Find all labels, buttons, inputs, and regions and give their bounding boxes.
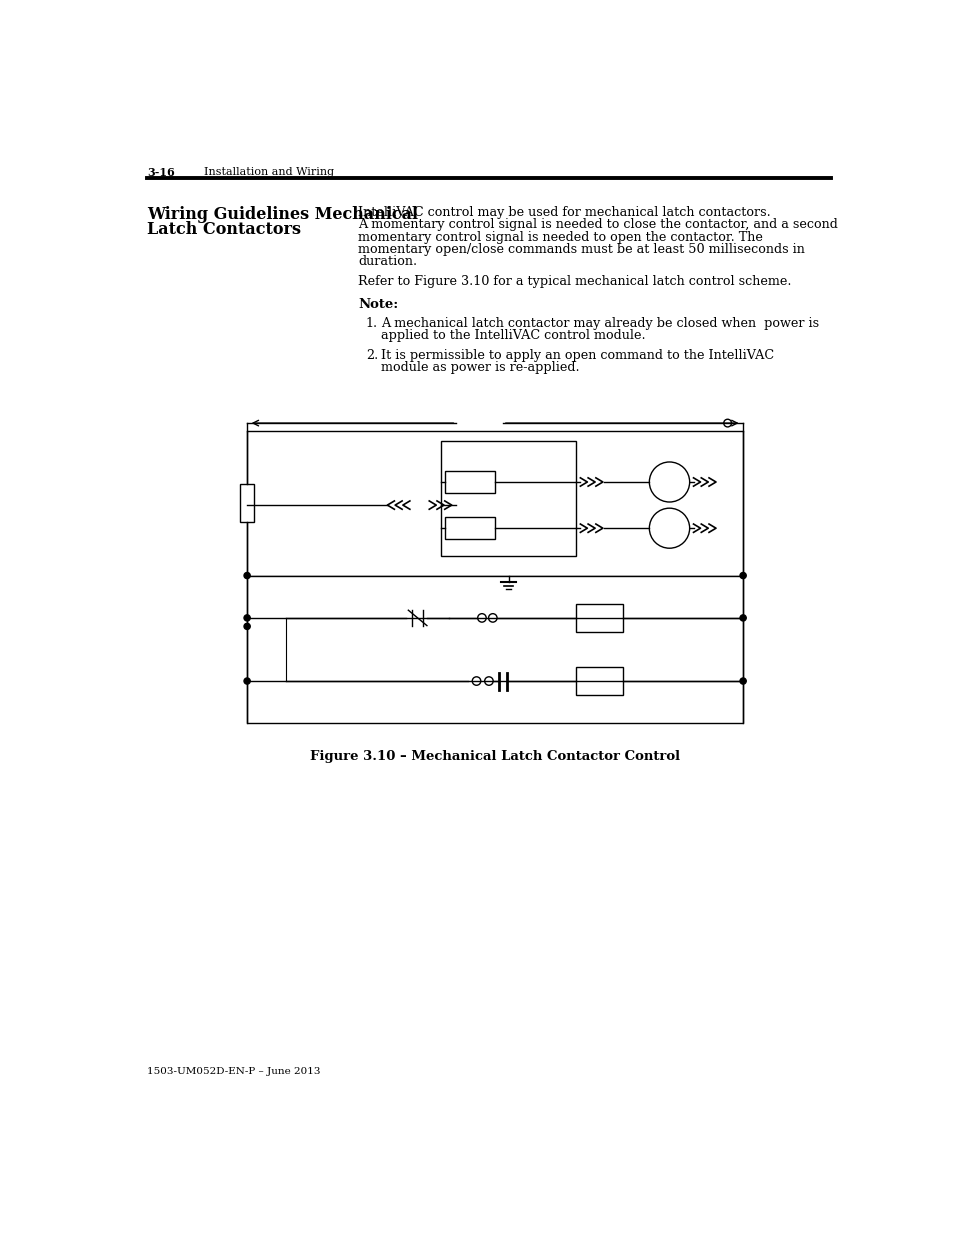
Circle shape [477,614,486,622]
Text: 2.: 2. [365,350,377,362]
Bar [444,517,495,538]
Circle shape [472,677,480,685]
Text: 1503-UM052D-EN-P – June 2013: 1503-UM052D-EN-P – June 2013 [147,1067,320,1076]
Text: module as power is re-applied.: module as power is re-applied. [381,362,579,374]
Bar [444,472,495,493]
Text: Installation and Wiring: Installation and Wiring [204,168,335,178]
Circle shape [244,573,250,579]
Text: duration.: duration. [357,256,416,268]
Bar [240,484,253,522]
Circle shape [244,678,250,684]
Text: momentary control signal is needed to open the contactor. The: momentary control signal is needed to op… [357,231,762,243]
Text: Refer to Figure 3.10 for a typical mechanical latch control scheme.: Refer to Figure 3.10 for a typical mecha… [357,275,791,288]
Text: A mechanical latch contactor may already be closed when  power is: A mechanical latch contactor may already… [381,317,819,330]
Bar [576,604,622,632]
Text: Latch Contactors: Latch Contactors [147,221,301,238]
Bar [440,441,576,556]
Text: momentary open/close commands must be at least 50 milliseconds in: momentary open/close commands must be at… [357,243,804,256]
Circle shape [649,462,689,501]
Text: Figure 3.10 – Mechanical Latch Contactor Control: Figure 3.10 – Mechanical Latch Contactor… [310,751,679,763]
Circle shape [740,615,745,621]
Circle shape [244,615,250,621]
Text: A momentary control signal is needed to close the contactor, and a second: A momentary control signal is needed to … [357,219,837,231]
Circle shape [740,678,745,684]
Bar [247,431,742,576]
Text: 3-16: 3-16 [147,168,174,178]
Circle shape [740,573,745,579]
Circle shape [244,624,250,630]
Text: 1.: 1. [365,317,377,330]
Text: IntelliVAC control may be used for mechanical latch contactors.: IntelliVAC control may be used for mecha… [357,206,770,219]
Circle shape [484,677,493,685]
Circle shape [723,419,731,427]
Text: Wiring Guidelines Mechanical: Wiring Guidelines Mechanical [147,206,417,224]
Bar [247,576,742,724]
Text: Note:: Note: [357,299,397,311]
Bar [576,667,622,695]
Circle shape [488,614,497,622]
Text: It is permissible to apply an open command to the IntelliVAC: It is permissible to apply an open comma… [381,350,774,362]
Circle shape [649,508,689,548]
Text: applied to the IntelliVAC control module.: applied to the IntelliVAC control module… [381,330,645,342]
